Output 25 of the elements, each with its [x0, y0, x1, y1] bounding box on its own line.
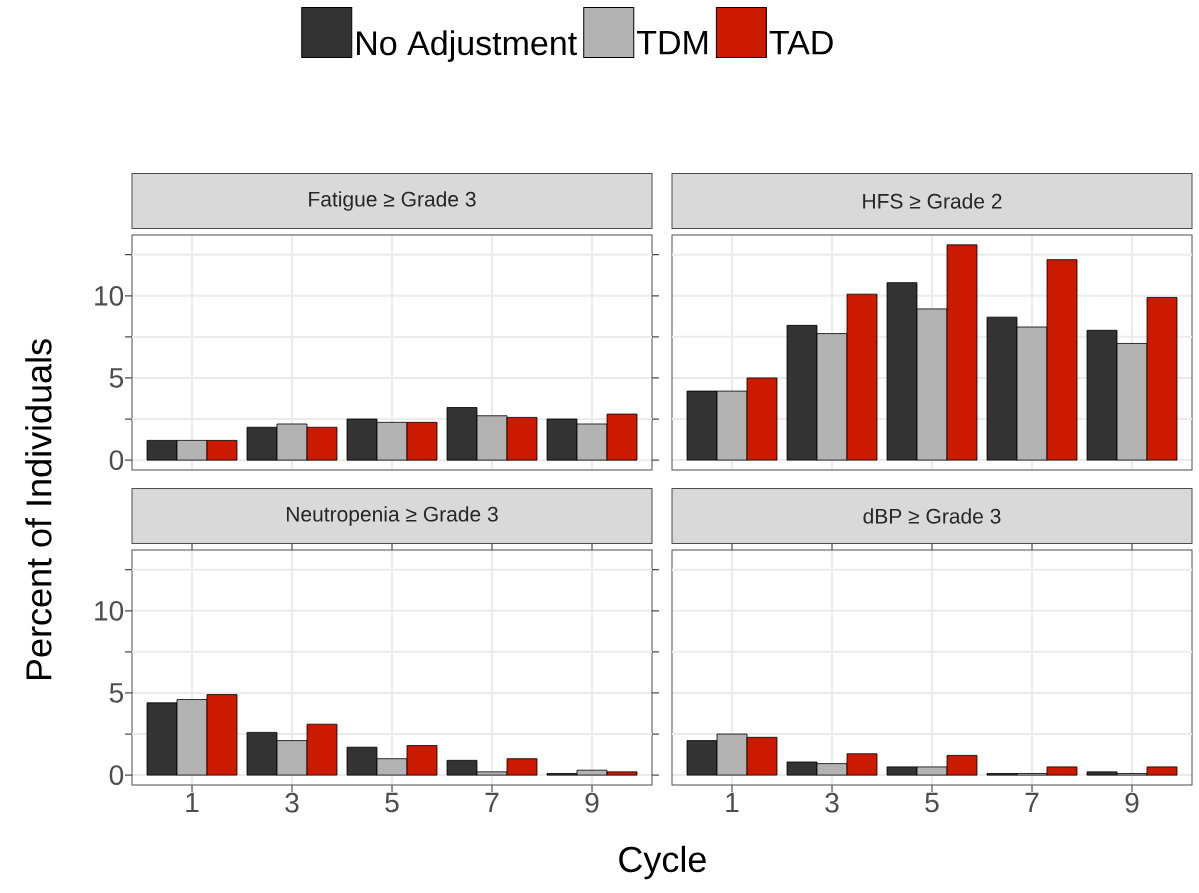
chart-title: Neutropenia ≥ Grade 3: [286, 506, 498, 526]
x-tick-label: 9: [1125, 792, 1139, 813]
legend-label: TDM: [637, 30, 708, 55]
x-tick-label: 7: [485, 792, 499, 813]
legend-label: TAD: [769, 30, 833, 55]
x-tick-label: 5: [925, 792, 939, 813]
x-axis-title: Cycle: [619, 845, 706, 880]
x-tick-label: 3: [285, 792, 299, 813]
x-tick-label: 7: [1025, 792, 1039, 813]
legend-label: No Adjustment: [357, 30, 577, 63]
chart-title: HFS ≥ Grade 2: [863, 193, 1002, 209]
x-tick-label: 3: [825, 792, 839, 813]
x-tick-label: 5: [385, 792, 399, 813]
x-tick-label: 1: [726, 792, 739, 813]
x-tick-label: 9: [585, 792, 599, 813]
y-tick-label: 0: [109, 450, 124, 471]
y-tick-label: 5: [109, 683, 124, 703]
y-tick-label: 5: [109, 368, 124, 388]
chart-title: Fatigue ≥ Grade 3: [309, 191, 476, 211]
y-tick-label: 0: [109, 765, 124, 786]
x-tick-label: 1: [186, 792, 199, 813]
y-axis-title: Percent of Individuals: [25, 339, 52, 680]
y-tick-label: 10: [95, 600, 124, 621]
y-tick-label: 10: [95, 285, 124, 306]
chart-title: dBP ≥ Grade 3: [863, 508, 1001, 524]
